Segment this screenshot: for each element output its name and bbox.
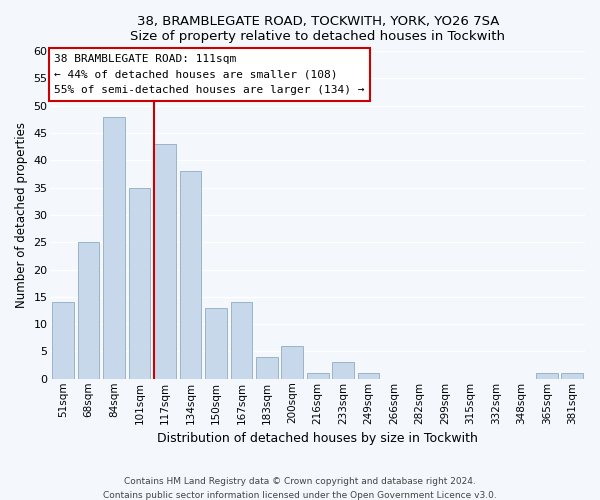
Bar bbox=[78, 242, 100, 379]
Bar bbox=[332, 362, 354, 379]
Bar bbox=[205, 308, 227, 379]
Bar bbox=[358, 374, 379, 379]
Bar bbox=[52, 302, 74, 379]
Bar bbox=[103, 116, 125, 379]
Bar bbox=[129, 188, 151, 379]
Bar bbox=[307, 374, 329, 379]
Bar bbox=[281, 346, 303, 379]
Bar bbox=[230, 302, 252, 379]
Bar bbox=[154, 144, 176, 379]
X-axis label: Distribution of detached houses by size in Tockwith: Distribution of detached houses by size … bbox=[157, 432, 478, 445]
Title: 38, BRAMBLEGATE ROAD, TOCKWITH, YORK, YO26 7SA
Size of property relative to deta: 38, BRAMBLEGATE ROAD, TOCKWITH, YORK, YO… bbox=[130, 15, 505, 43]
Bar bbox=[179, 172, 201, 379]
Bar bbox=[536, 374, 557, 379]
Bar bbox=[562, 374, 583, 379]
Text: Contains HM Land Registry data © Crown copyright and database right 2024.
Contai: Contains HM Land Registry data © Crown c… bbox=[103, 478, 497, 500]
Bar bbox=[256, 357, 278, 379]
Text: 38 BRAMBLEGATE ROAD: 111sqm
← 44% of detached houses are smaller (108)
55% of se: 38 BRAMBLEGATE ROAD: 111sqm ← 44% of det… bbox=[54, 54, 365, 95]
Y-axis label: Number of detached properties: Number of detached properties bbox=[15, 122, 28, 308]
